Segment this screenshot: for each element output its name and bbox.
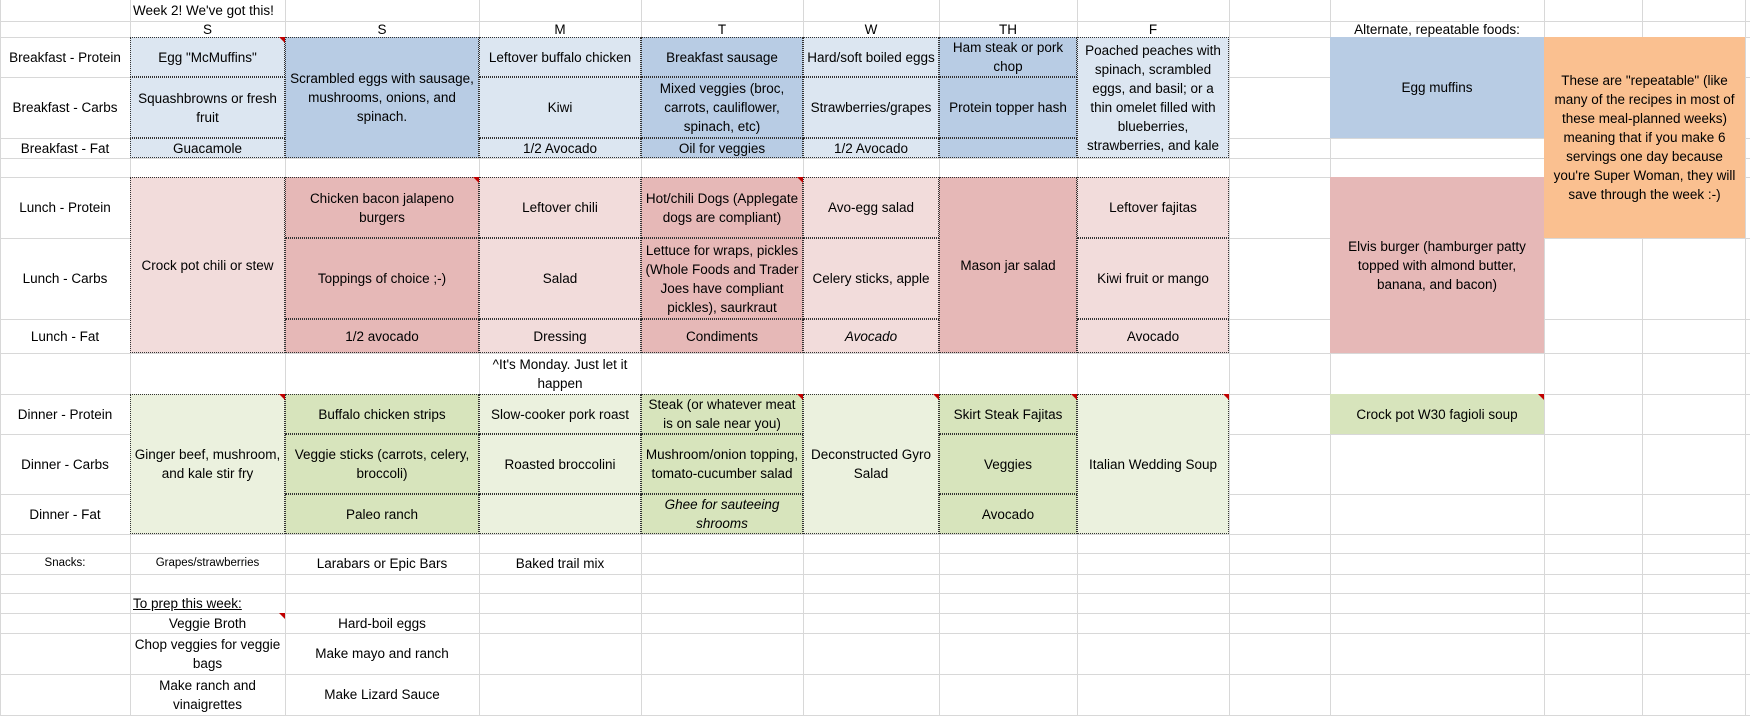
breakfast-thu-fat[interactable]	[939, 138, 1077, 158]
breakfast-wed-carbs[interactable]: Strawberries/grapes	[803, 77, 939, 138]
row-label-dinner-protein: Dinner - Protein	[17, 406, 113, 422]
row-label-lunch-protein: Lunch - Protein	[19, 200, 111, 215]
day-header-saturday: S	[377, 21, 387, 37]
lunch-fri-carbs[interactable]: Kiwi fruit or mango	[1077, 238, 1229, 319]
alternate-elvis-burger[interactable]: Elvis burger (hamburger patty topped wit…	[1330, 177, 1544, 353]
lunch-sun2-protein[interactable]: Chicken bacon jalapeno burgers	[285, 177, 479, 238]
lunch-mon-protein[interactable]: Leftover chili	[479, 177, 641, 238]
comment-marker-icon[interactable]	[279, 394, 285, 400]
day-header-friday: F	[1148, 21, 1158, 37]
prep-item[interactable]: Make Lizard Sauce	[324, 687, 440, 702]
dinner-sun2-protein[interactable]: Buffalo chicken strips	[285, 394, 479, 434]
breakfast-sun1-fat[interactable]: Guacamole	[130, 138, 285, 158]
lunch-wed-fat[interactable]: Avocado	[803, 319, 939, 353]
day-header-thursday: TH	[999, 21, 1017, 37]
prep-item[interactable]: Hard-boil eggs	[338, 615, 426, 631]
dinner-tue-carbs[interactable]: Mushroom/onion topping, tomato-cucumber …	[641, 434, 803, 494]
prep-item[interactable]: Veggie Broth	[168, 615, 247, 631]
day-header-tuesday: T	[717, 21, 727, 37]
row-label-lunch-carbs: Lunch - Carbs	[22, 271, 108, 286]
alternate-fagioli-soup[interactable]: Crock pot W30 fagioli soup	[1330, 394, 1544, 434]
comment-marker-icon[interactable]	[279, 613, 285, 619]
lunch-tue-protein[interactable]: Hot/chili Dogs (Applegate dogs are compl…	[641, 177, 803, 238]
dinner-tue-fat[interactable]: Ghee for sauteeing shrooms	[641, 494, 803, 534]
dinner-thu-protein[interactable]: Skirt Steak Fajitas	[939, 394, 1077, 434]
dinner-fri-merged[interactable]: Italian Wedding Soup	[1077, 394, 1229, 534]
lunch-mon-fat[interactable]: Dressing	[479, 319, 641, 353]
lunch-wed-carbs[interactable]: Celery sticks, apple	[803, 238, 939, 319]
alternates-note[interactable]: These are "repeatable" (like many of the…	[1544, 37, 1745, 238]
breakfast-mon-carbs[interactable]: Kiwi	[479, 77, 641, 138]
dinner-mon-carbs[interactable]: Roasted broccolini	[479, 434, 641, 494]
breakfast-thu-carbs[interactable]: Protein topper hash	[939, 77, 1077, 138]
day-header-wednesday: W	[864, 21, 878, 37]
breakfast-thu-protein[interactable]: Ham steak or pork chop	[939, 37, 1077, 77]
lunch-tue-carbs[interactable]: Lettuce for wraps, pickles (Whole Foods …	[641, 238, 803, 319]
lunch-thu-merged[interactable]: Mason jar salad	[939, 177, 1077, 353]
lunch-tue-fat[interactable]: Condiments	[641, 319, 803, 353]
dinner-mon-fat[interactable]	[479, 494, 641, 534]
row-label-lunch-fat: Lunch - Fat	[30, 328, 100, 344]
snack-mon[interactable]: Baked trail mix	[515, 556, 605, 571]
prep-header: To prep this week:	[133, 595, 242, 611]
breakfast-fri-merged[interactable]: Poached peaches with spinach, scrambled …	[1077, 37, 1229, 158]
prep-item[interactable]: Make mayo and ranch	[315, 646, 449, 661]
lunch-wed-protein[interactable]: Avo-egg salad	[803, 177, 939, 238]
dinner-sun2-fat[interactable]: Paleo ranch	[285, 494, 479, 534]
breakfast-wed-fat[interactable]: 1/2 Avocado	[803, 138, 939, 158]
row-label-snacks: Snacks:	[44, 557, 86, 569]
comment-marker-icon[interactable]	[933, 394, 939, 400]
day-header-monday: M	[554, 21, 566, 37]
breakfast-mon-fat[interactable]: 1/2 Avocado	[479, 138, 641, 158]
day-header-sunday: S	[202, 21, 212, 37]
comment-marker-icon[interactable]	[1223, 394, 1229, 400]
row-label-breakfast-fat: Breakfast - Fat	[20, 140, 110, 156]
dinner-sun1-merged[interactable]: Ginger beef, mushroom, and kale stir fry	[130, 394, 285, 534]
alternates-header: Alternate, repeatable foods:	[1354, 21, 1520, 37]
dinner-tue-protein[interactable]: Steak (or whatever meat is on sale near …	[641, 394, 803, 434]
lunch-fri-fat[interactable]: Avocado	[1077, 319, 1229, 353]
row-label-breakfast-carbs: Breakfast - Carbs	[12, 100, 118, 115]
row-label-dinner-carbs: Dinner - Carbs	[21, 456, 109, 472]
snack-sun2[interactable]: Larabars or Epic Bars	[316, 556, 448, 571]
breakfast-tue-protein[interactable]: Breakfast sausage	[641, 37, 803, 77]
dinner-mon-protein[interactable]: Slow-cooker pork roast	[479, 394, 641, 434]
breakfast-mon-protein[interactable]: Leftover buffalo chicken	[479, 37, 641, 77]
prep-item[interactable]: Chop veggies for veggie bags	[134, 636, 281, 671]
dinner-thu-carbs[interactable]: Veggies	[939, 434, 1077, 494]
comment-marker-icon[interactable]	[279, 37, 285, 43]
breakfast-tue-fat[interactable]: Oil for veggies	[641, 138, 803, 158]
dinner-thu-fat[interactable]: Avocado	[939, 494, 1077, 534]
lunch-sun2-fat[interactable]: 1/2 avocado	[285, 319, 479, 353]
comment-marker-icon[interactable]	[473, 177, 479, 183]
sheet-title: Week 2! We've got this!	[133, 3, 274, 18]
lunch-fri-protein[interactable]: Leftover fajitas	[1077, 177, 1229, 238]
monday-note[interactable]: ^It's Monday. Just let it happen	[492, 357, 628, 391]
dinner-sun2-carbs[interactable]: Veggie sticks (carrots, celery, broccoli…	[285, 434, 479, 494]
breakfast-tue-carbs[interactable]: Mixed veggies (broc, carrots, cauliflowe…	[641, 77, 803, 138]
alternate-egg-muffins[interactable]: Egg muffins	[1330, 37, 1544, 138]
row-label-breakfast-protein: Breakfast - Protein	[9, 49, 121, 65]
lunch-sun2-carbs[interactable]: Toppings of choice ;-)	[285, 238, 479, 319]
row-label-dinner-fat: Dinner - Fat	[29, 506, 101, 522]
breakfast-sun1-carbs[interactable]: Squashbrowns or fresh fruit	[130, 77, 285, 138]
comment-marker-icon[interactable]	[1538, 394, 1544, 400]
breakfast-sun2-merged[interactable]: Scrambled eggs with sausage, mushrooms, …	[285, 37, 479, 158]
lunch-mon-carbs[interactable]: Salad	[479, 238, 641, 319]
breakfast-wed-protein[interactable]: Hard/soft boiled eggs	[803, 37, 939, 77]
dinner-wed-merged[interactable]: Deconstructed Gyro Salad	[803, 394, 939, 534]
comment-marker-icon[interactable]	[797, 177, 803, 183]
comment-marker-icon[interactable]	[1071, 394, 1077, 400]
comment-marker-icon[interactable]	[797, 394, 803, 400]
snack-sun1[interactable]: Grapes/strawberries	[155, 557, 260, 569]
prep-item[interactable]: Make ranch and vinaigrettes	[159, 677, 256, 712]
breakfast-sun1-protein[interactable]: Egg "McMuffins"	[130, 37, 285, 77]
lunch-sun1-merged[interactable]: Crock pot chili or stew	[130, 177, 285, 353]
